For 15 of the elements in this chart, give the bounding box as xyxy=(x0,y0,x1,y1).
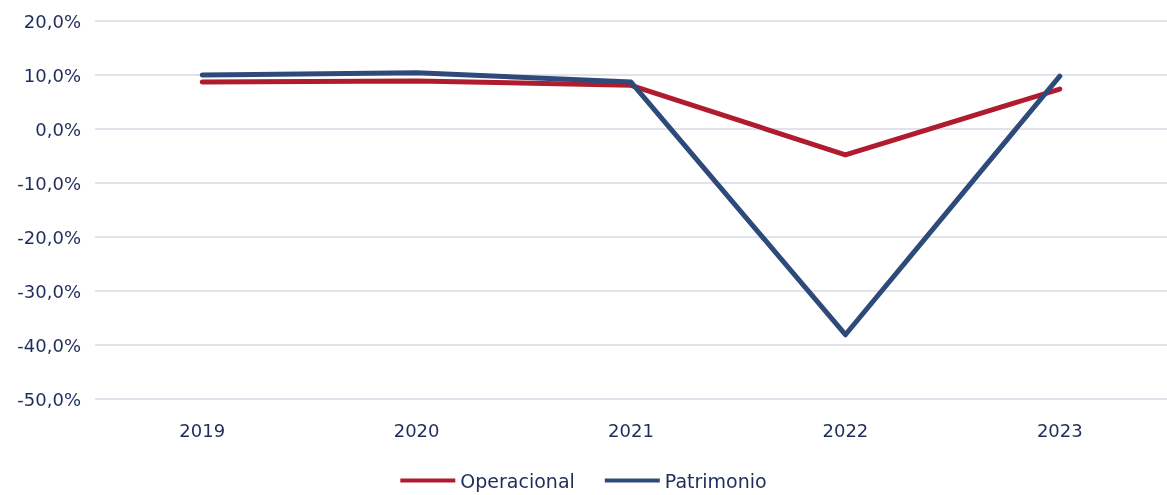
legend-label: Operacional xyxy=(460,469,575,492)
y-tick-label: -50,0% xyxy=(17,388,81,410)
x-tick-label: 2019 xyxy=(179,419,226,441)
y-tick-label: -30,0% xyxy=(17,280,81,302)
y-tick-label: 0,0% xyxy=(35,118,81,140)
y-tick-label: 20,0% xyxy=(23,10,81,32)
y-tick-label: -40,0% xyxy=(17,334,81,356)
legend-label: Patrimonio xyxy=(664,469,767,492)
y-tick-label: -10,0% xyxy=(17,172,81,194)
x-tick-label: 2020 xyxy=(393,419,440,441)
y-tick-label: 10,0% xyxy=(23,64,81,86)
x-tick-label: 2023 xyxy=(1036,419,1083,441)
y-tick-label: -20,0% xyxy=(17,226,81,248)
x-tick-label: 2022 xyxy=(822,419,869,441)
x-tick-label: 2021 xyxy=(608,419,654,441)
